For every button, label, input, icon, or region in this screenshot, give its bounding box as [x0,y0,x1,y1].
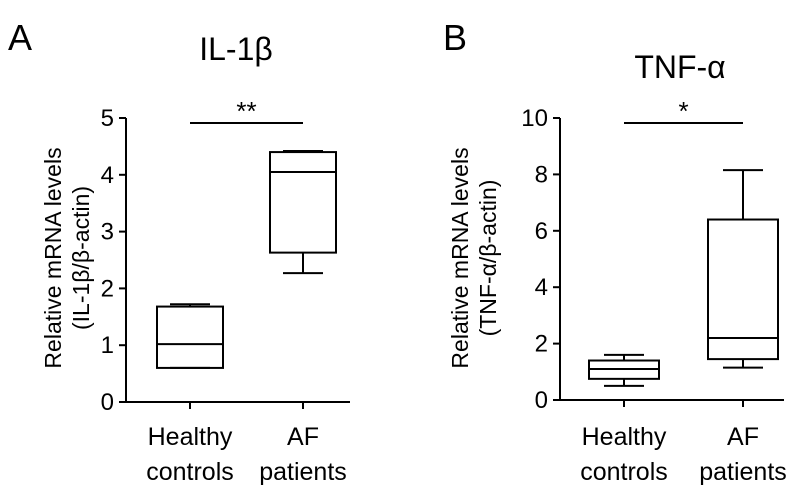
panel-b-y-tick-label: 0 [535,387,548,414]
panel-b-box-af [707,169,779,369]
panel-b-y-tick-label: 6 [535,218,548,245]
panel-b-title: TNF-α [634,49,725,85]
panel-a-xlabel-af-line1: AF [287,423,319,451]
panel-a-title: IL-1β [199,31,273,67]
panel-b-plot-area: 0 2 4 6 8 10 * [521,96,784,414]
panel-a-y-tick-label: 5 [101,105,114,132]
panel-b-tnfa: B TNF-α Relative mRNA levels (TNF-α/β-ac… [443,17,787,486]
panel-a-y-tick-label: 3 [101,219,114,246]
iqr-box [156,305,224,369]
panel-b-y-tick-label: 4 [535,274,548,301]
panel-a-il1b: A IL-1β Relative mRNA levels (IL-1β/β-ac… [8,17,350,486]
panel-a-y-tick-label: 0 [101,389,114,416]
panel-b-ylabel-line1: Relative mRNA levels [447,147,473,368]
panel-a-y-tick-label: 4 [101,162,114,189]
panel-a-box-af [269,149,337,275]
panel-a-significance-marker: ** [236,96,256,126]
panel-a-ylabel-line1: Relative mRNA levels [40,147,66,368]
panel-b-y-tick-label: 10 [521,105,548,132]
panel-a-y-tick-label: 1 [101,332,114,359]
panel-a-ylabel-line2: (IL-1β/β-actin) [68,186,94,330]
panel-b-box-controls [588,353,660,387]
panel-b-y-tick-label: 2 [535,331,548,358]
panel-b-label: B [443,17,467,58]
panel-b-xlabel-controls-line2: controls [580,458,668,486]
panel-a-plot-area: 0 1 2 3 4 5 ** [101,96,350,416]
panel-b-xlabel-controls-line1: Healthy [582,423,667,451]
panel-a-xlabel-af-line2: patients [259,458,347,486]
panel-b-significance-marker: * [678,96,688,126]
panel-a-y-tick-label: 2 [101,275,114,302]
panel-a-xlabel-controls-line2: controls [146,458,234,486]
panel-b-xlabel-af-line2: patients [699,458,787,486]
iqr-box [707,218,779,361]
panel-a-box-controls [156,303,224,369]
panel-b-y-tick-label: 8 [535,161,548,188]
panel-b-ylabel-line2: (TNF-α/β-actin) [475,180,501,337]
panel-a-xlabel-controls-line1: Healthy [148,423,233,451]
panel-a-label: A [8,17,32,58]
panel-b-xlabel-af-line1: AF [727,423,759,451]
iqr-box [269,151,337,254]
